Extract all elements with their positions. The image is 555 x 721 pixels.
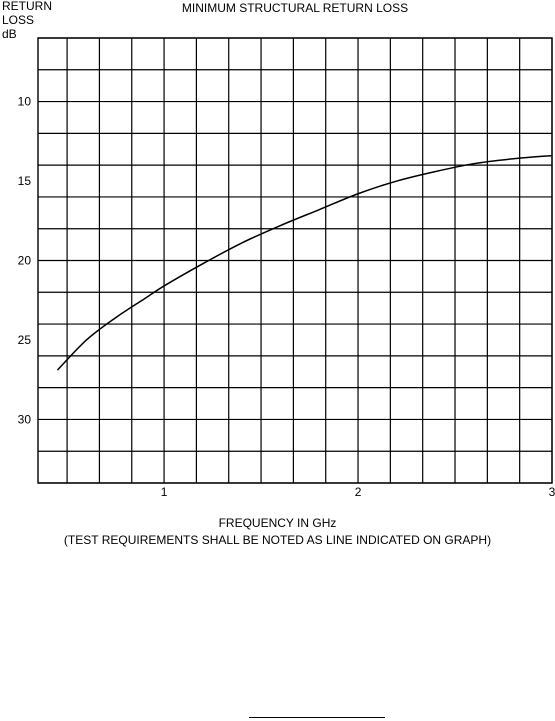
y-axis-label-line-1: RETURN	[2, 0, 52, 13]
plot-frame	[37, 37, 553, 484]
y-tick-label: 25	[18, 333, 32, 347]
chart-caption: (TEST REQUIREMENTS SHALL BE NOTED AS LIN…	[63, 533, 492, 547]
x-tick-label: 1	[161, 485, 168, 499]
y-tick-label: 15	[18, 174, 32, 188]
y-tick-label: 10	[18, 95, 32, 109]
y-axis-label-line-2: LOSS	[2, 13, 35, 27]
x-tick-label: 2	[355, 485, 362, 499]
y-tick-label: 20	[18, 254, 32, 268]
y-axis-label-line-3: dB	[2, 27, 17, 41]
x-tick-label: 3	[549, 485, 555, 499]
chart-title: MINIMUM STRUCTURAL RETURN LOSS	[181, 1, 409, 15]
y-axis-label: RETURN LOSS dB	[2, 0, 52, 41]
x-axis-label: FREQUENCY IN GHz	[218, 516, 337, 530]
footer-rule	[249, 717, 385, 718]
y-tick-label: 30	[18, 412, 32, 426]
return-loss-curve	[56, 154, 553, 371]
